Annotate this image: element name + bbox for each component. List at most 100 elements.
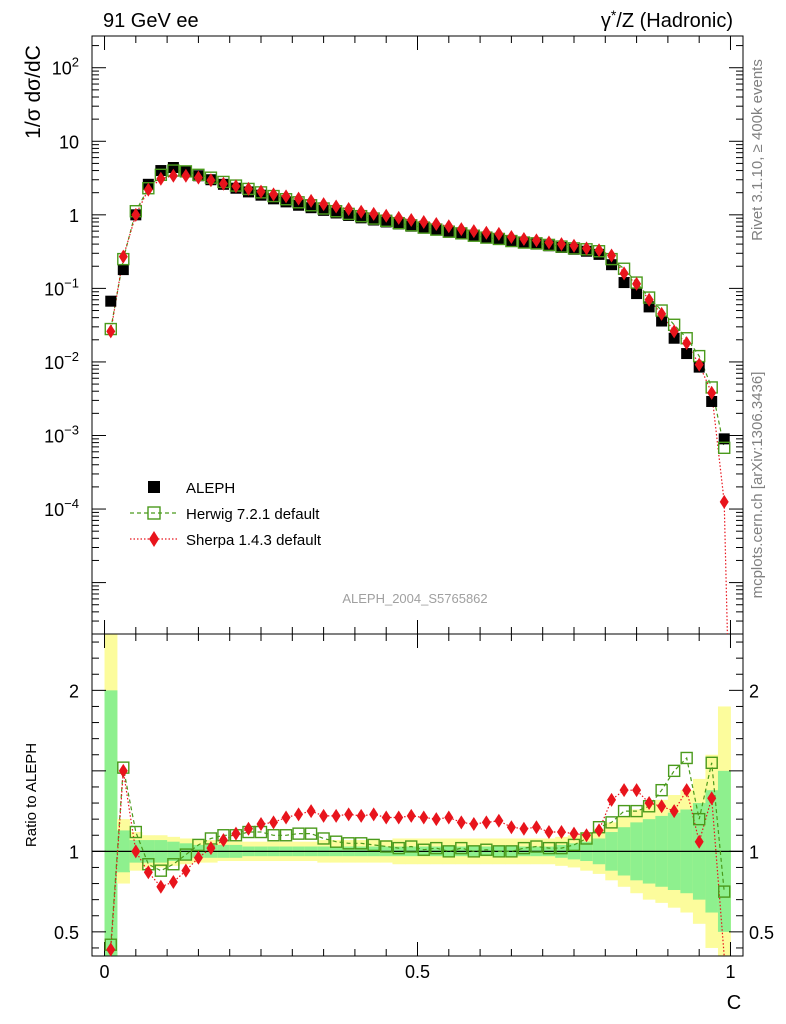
aleph-data-point: [643, 301, 655, 313]
sherpa-main-point: [106, 324, 116, 339]
sherpa-ratio-point: [143, 865, 153, 880]
herwig-ratio-point: [367, 838, 380, 852]
sherpa-ratio-point: [582, 828, 592, 843]
legend-sherpa-label: Sherpa 1.4.3 default: [186, 532, 322, 549]
herwig-ratio-point: [655, 783, 668, 797]
sherpa-main-point: [594, 243, 604, 258]
herwig-ratio-point: [167, 858, 180, 871]
sherpa-main-point: [481, 225, 491, 240]
herwig-ratio-point: [705, 756, 718, 769]
sherpa-ratio-point: [594, 823, 604, 838]
rivet-version-label: Rivet 3.1.10, ≥ 400k events: [749, 59, 766, 241]
sherpa-main-point: [256, 184, 266, 199]
sherpa-main-point: [206, 173, 216, 188]
sherpa-main-point: [394, 210, 404, 225]
ratio-y-tick-label: 0.5: [54, 923, 79, 943]
sherpa-ratio-point: [682, 783, 692, 798]
sherpa-main-point: [569, 238, 579, 253]
herwig-ratio-line: [110, 756, 725, 945]
sherpa-ratio-point: [106, 942, 116, 957]
herwig-ratio-point: [505, 845, 518, 858]
aleph-data-point: [656, 315, 668, 327]
herwig-ratio-point: [129, 825, 143, 839]
sherpa-ratio-point: [469, 816, 479, 831]
x-tick-label: 0: [100, 962, 110, 982]
herwig-ratio-point: [342, 837, 355, 850]
sherpa-ratio-point: [256, 816, 266, 831]
ratio-y-tick-label-right: 1: [749, 842, 759, 862]
legend: ALEPH Herwig 7.2.1 default Sherpa 1.4.3 …: [130, 480, 322, 549]
x-axis-title: C: [727, 992, 741, 1014]
sherpa-main-point: [344, 202, 354, 217]
sherpa-ratio-point: [431, 812, 441, 827]
aleph-data-point: [718, 433, 730, 445]
sherpa-main-point: [143, 182, 153, 197]
sherpa-main-point: [306, 193, 316, 208]
herwig-ratio-point: [718, 885, 731, 898]
herwig-ratio-point: [467, 845, 481, 858]
x-tick-label: 1: [725, 962, 735, 982]
y-tick-label: 10−2: [44, 349, 79, 373]
sherpa-main-point: [181, 168, 191, 183]
sherpa-ratio-point: [707, 791, 717, 806]
herwig-ratio-point: [304, 827, 318, 840]
sherpa-ratio-point: [494, 813, 504, 828]
aleph-data-point: [618, 277, 630, 289]
sherpa-ratio-point: [406, 808, 416, 823]
herwig-ratio-point: [267, 829, 280, 842]
aleph-data-point: [155, 165, 167, 177]
herwig-ratio-point: [617, 804, 631, 818]
sherpa-ratio-point: [694, 834, 704, 849]
sherpa-main-point: [694, 357, 704, 372]
sherpa-main-point: [456, 222, 466, 237]
sherpa-ratio-point: [619, 783, 629, 798]
ratio-y-tick-label-right: 2: [749, 681, 759, 701]
sherpa-ratio-point: [156, 879, 166, 894]
sherpa-ratio-point: [632, 783, 642, 798]
herwig-ratio-point: [192, 838, 205, 852]
sherpa-ratio-point: [306, 804, 316, 819]
sherpa-main-point: [406, 213, 416, 228]
aleph-data-point: [167, 162, 179, 174]
sherpa-ratio-point: [331, 808, 341, 823]
sherpa-main-point: [519, 231, 529, 246]
sherpa-main-point: [131, 207, 141, 222]
sherpa-ratio-point: [206, 841, 216, 856]
sherpa-main-point: [469, 224, 479, 239]
herwig-ratio-point: [292, 827, 305, 840]
sherpa-ratio-point: [657, 799, 667, 814]
ratio-series-layer: [104, 751, 731, 957]
sherpa-ratio-point: [556, 825, 566, 840]
y-tick-label: 1: [69, 206, 79, 226]
herwig-ratio-point: [455, 841, 468, 855]
sherpa-main-point: [281, 189, 291, 204]
herwig-ratio-point: [530, 840, 543, 853]
main-y-axis-title: 1/σ dσ/dC: [22, 45, 45, 139]
legend-sherpa-marker: [149, 531, 159, 547]
herwig-ratio-point: [354, 837, 368, 850]
sherpa-main-point: [544, 235, 554, 250]
sherpa-ratio-point: [519, 821, 529, 836]
sherpa-main-point: [531, 233, 541, 248]
mcplots-label: mcplots.cern.ch [arXiv:1306.3436]: [749, 372, 766, 599]
herwig-ratio-point: [405, 840, 418, 853]
herwig-ratio-point: [279, 829, 293, 842]
sherpa-main-point: [619, 266, 629, 281]
sherpa-ratio-point: [281, 810, 291, 825]
herwig-ratio-point: [555, 841, 568, 855]
sherpa-ratio-point: [231, 826, 241, 841]
aleph-data-point: [117, 264, 129, 276]
herwig-ratio-point: [667, 764, 681, 778]
aleph-data-point: [681, 348, 693, 360]
sherpa-main-point: [356, 204, 366, 219]
sherpa-ratio-point: [381, 810, 391, 825]
main-series-layer: [104, 162, 731, 635]
legend-aleph-marker: [148, 481, 160, 493]
sherpa-main-point: [632, 276, 642, 291]
sherpa-ratio-point: [394, 810, 404, 825]
sherpa-ratio-point: [481, 815, 491, 830]
herwig-ratio-point: [329, 835, 343, 848]
sherpa-main-point: [118, 249, 128, 264]
ratio-y-tick-label: 1: [69, 842, 79, 862]
